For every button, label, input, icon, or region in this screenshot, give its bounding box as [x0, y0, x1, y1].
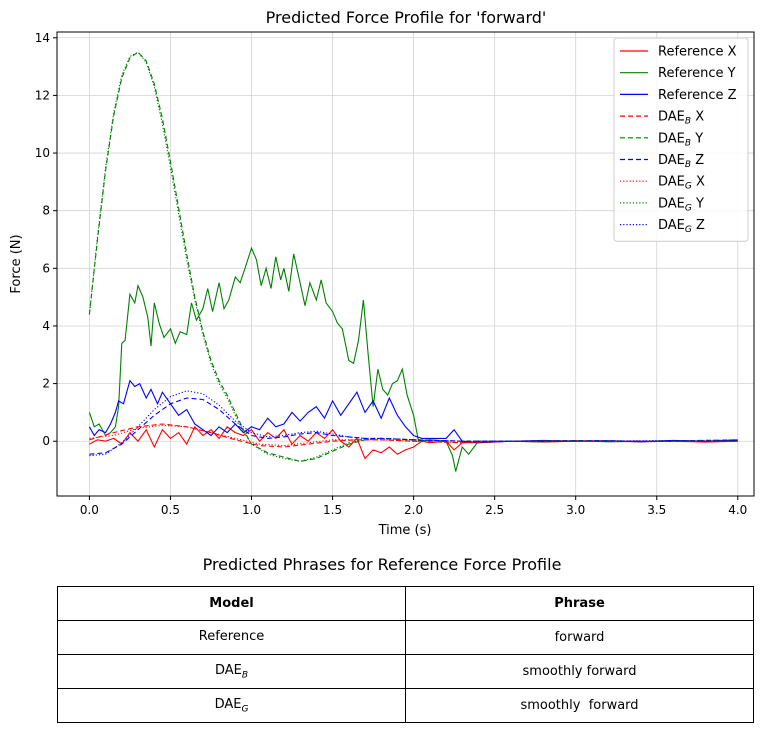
x-tick-label: 1.0	[242, 503, 261, 517]
legend-label: DAEG Y	[658, 196, 704, 213]
legend-label: DAEB Z	[658, 153, 704, 170]
y-tick-label: 4	[42, 319, 50, 333]
model-cell: DAEG	[57, 688, 406, 723]
x-tick-label: 4.0	[728, 503, 747, 517]
x-tick-label: 2.0	[404, 503, 423, 517]
y-tick-label: 14	[35, 31, 50, 45]
y-tick-label: 6	[42, 261, 50, 275]
series-layer	[88, 51, 738, 472]
legend-label: Reference X	[658, 45, 737, 60]
table-row: DAEB smoothly forward	[57, 654, 754, 689]
x-tick-label: 3.0	[566, 503, 585, 517]
legend-label: DAEG X	[658, 175, 705, 192]
series-line-reference-z	[88, 379, 738, 444]
axis-ticks: 0.0 0.5 1.0 1.5 2.0 2.5 3.0 3.5 4.0 0 2 4 6 8 10 12 14	[35, 31, 748, 517]
phrase-cell: smoothly forward	[405, 654, 754, 689]
legend-label: DAEG Z	[658, 218, 705, 235]
x-tick-label: 3.5	[647, 503, 666, 517]
model-cell: Reference	[57, 620, 406, 655]
phrases-table: Model Phrase Reference forward DAEB smoo…	[57, 586, 754, 723]
chart-title: Predicted Force Profile for 'forward'	[266, 8, 547, 27]
legend-label: Reference Y	[658, 66, 736, 81]
legend-box	[613, 37, 749, 242]
legend-label: DAEB X	[658, 110, 704, 127]
header-model: Model	[57, 586, 406, 621]
series-line-dae-b-z	[89, 397, 738, 455]
x-tick-label: 1.5	[323, 503, 342, 517]
plot-frame	[56, 31, 755, 497]
y-tick-label: 2	[42, 377, 50, 391]
y-tick-label: 0	[42, 434, 50, 448]
x-tick-label: 0.5	[161, 503, 180, 517]
y-axis-label: Force (N)	[9, 234, 24, 293]
phrase-cell: smoothly forward	[405, 688, 754, 723]
header-phrase: Phrase	[405, 586, 754, 621]
series-line-dae-b-y	[88, 51, 738, 462]
table-header-row: Model Phrase	[57, 586, 754, 621]
legend: Reference X Reference Y Reference Z DAEB X D…	[613, 37, 749, 242]
y-tick-label: 12	[35, 88, 50, 102]
x-tick-label: 0.0	[80, 503, 99, 517]
x-tick-label: 2.5	[485, 503, 504, 517]
y-tick-label: 10	[35, 146, 50, 160]
x-axis-label: Time (s)	[378, 523, 432, 538]
force-profile-chart: Predicted Force Profile for 'forward' 0.…	[9, 8, 755, 538]
y-tick-label: 8	[42, 204, 50, 218]
legend-label: DAEB Y	[658, 131, 703, 148]
table-title: Predicted Phrases for Reference Force Pr…	[202, 555, 562, 574]
series-line-dae-g-x	[89, 424, 738, 447]
phrase-cell: forward	[405, 620, 754, 655]
legend-label: Reference Z	[658, 88, 737, 103]
model-cell: DAEB	[57, 654, 406, 689]
table-row: DAEG smoothly forward	[57, 688, 754, 723]
table-row: Reference forward	[57, 620, 754, 655]
series-line-dae-g-y	[88, 51, 738, 462]
